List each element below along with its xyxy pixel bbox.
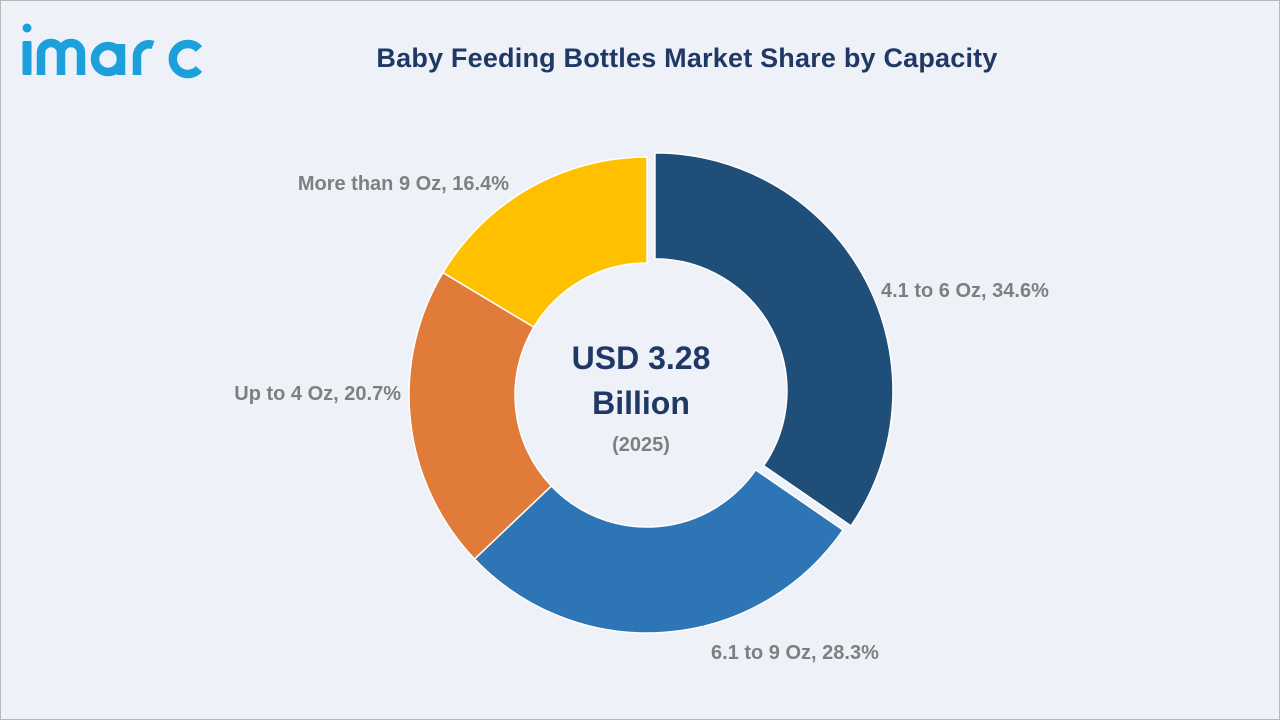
chart-title: Baby Feeding Bottles Market Share by Cap… [376,43,998,73]
center-year: (2025) [612,434,670,456]
slice-up-to-4-oz [408,271,553,561]
center-value-line2: Billion [592,385,690,421]
imarc-logo: imarc [22,23,203,79]
label-more-than-9-oz: More than 9 Oz, 16.4% [298,173,509,195]
labels-layer: 4.1 to 6 Oz, 34.6% 6.1 to 9 Oz, 28.3% Up t… [234,173,1049,664]
slice-6-1-to-9-oz [473,468,845,634]
label-4-1-to-6-oz: 4.1 to 6 Oz, 34.6% [881,280,1049,302]
center-value-line1: USD 3.28 [572,340,711,376]
slice-4-1-to-6-oz [654,152,894,527]
slice-more-than-9-oz [441,156,648,329]
label-up-to-4-oz: Up to 4 Oz, 20.7% [234,383,401,405]
slices-layer [408,152,894,634]
label-6-1-to-9-oz: 6.1 to 9 Oz, 28.3% [711,642,879,664]
center-label: USD 3.28 Billion (2025) [572,340,711,456]
